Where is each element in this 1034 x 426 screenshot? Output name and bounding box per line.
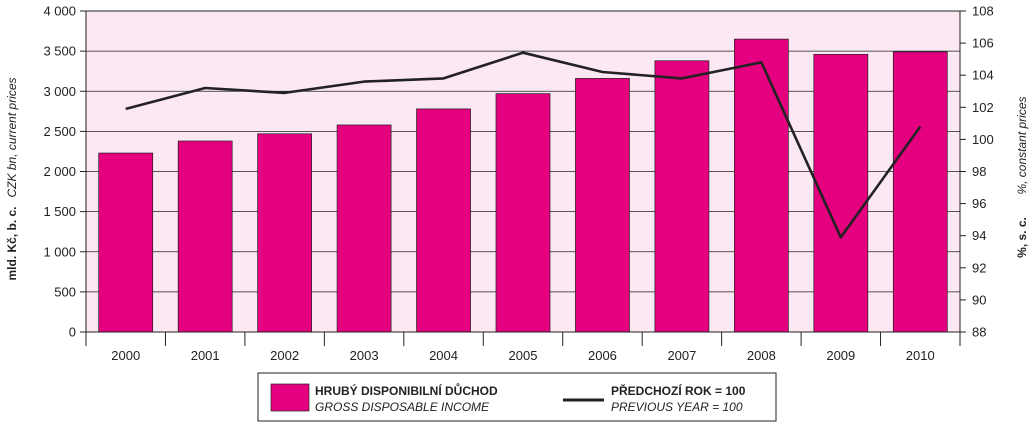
y-left-tick-label: 1 500 — [43, 204, 76, 219]
x-tick-label: 2003 — [350, 348, 379, 363]
x-tick-label: 2004 — [429, 348, 458, 363]
y-right-title-en: %, constant prices — [1015, 96, 1029, 194]
bars — [98, 38, 948, 333]
x-tick-label: 2005 — [509, 348, 538, 363]
bar — [257, 133, 313, 333]
y-right-tick-label: 104 — [972, 68, 994, 83]
x-tick-label: 2010 — [906, 348, 935, 363]
bar — [495, 93, 551, 333]
y-right-tick-label: 94 — [972, 228, 986, 243]
y-right-tick-label: 90 — [972, 292, 986, 307]
x-tick-label: 2000 — [111, 348, 140, 363]
bar — [98, 152, 154, 333]
bar — [892, 51, 948, 333]
x-tick-label: 2001 — [191, 348, 220, 363]
y-axis-right: 88 90 92 94 96 98 100 102 104 106 108 — [960, 4, 994, 340]
x-tick-label: 2002 — [270, 348, 299, 363]
y-left-tick-label: 500 — [54, 284, 76, 299]
bar — [416, 108, 471, 333]
y-left-tick-label: 4 000 — [43, 4, 76, 19]
y-right-tick-label: 106 — [972, 36, 994, 51]
y-right-tick-label: 92 — [972, 260, 986, 275]
y-right-title: %, s. c. — [1015, 217, 1029, 258]
y-left-tick-label: 3 000 — [43, 84, 76, 99]
legend-bar-label: HRUBÝ DISPONIBILNÍ DŮCHOD — [315, 382, 498, 398]
y-left-tick-label: 1 000 — [43, 244, 76, 259]
y-left-tick-label: 3 500 — [43, 44, 76, 59]
bar — [813, 53, 869, 333]
x-axis: 2000 2001 2002 2003 2004 2005 2006 2007 2008 2009… — [85, 331, 961, 363]
y-right-tick-label: 88 — [972, 325, 986, 340]
bar — [177, 140, 233, 333]
x-tick-label: 2008 — [747, 348, 776, 363]
y-left-tick-label: 0 — [69, 325, 76, 340]
y-right-tick-label: 96 — [972, 196, 986, 211]
legend-box — [257, 372, 777, 422]
bar — [654, 60, 710, 333]
legend-swatch-bar — [270, 383, 310, 412]
y-right-tick-label: 98 — [972, 164, 986, 179]
y-right-tick-label: 108 — [972, 4, 994, 19]
y-left-tick-label: 2 500 — [43, 124, 76, 139]
y-left-title: mld. Kč, b. c. — [5, 206, 19, 280]
x-tick-label: 2007 — [667, 348, 696, 363]
y-right-tick-label: 102 — [972, 100, 994, 115]
series-line-previous-year — [125, 51, 922, 239]
y-left-tick-label: 2 000 — [43, 164, 76, 179]
legend-line-label: PŘEDCHOZÍ ROK = 100 — [611, 383, 746, 398]
y-right-tick-label: 100 — [972, 132, 994, 147]
y-axis-left: 0 500 1 000 1 500 2 000 2 500 3 000 3 500 4 000 — [43, 4, 86, 340]
legend-bar-label-en: GROSS DISPOSABLE INCOME — [315, 400, 490, 414]
y-left-title-en: CZK bn, current prices — [5, 77, 19, 197]
legend-line-label-en: PREVIOUS YEAR = 100 — [611, 400, 743, 414]
x-tick-label: 2006 — [588, 348, 617, 363]
x-tick-label: 2009 — [826, 348, 855, 363]
bar — [336, 124, 392, 333]
legend: HRUBÝ DISPONIBILNÍ DŮCHOD GROSS DISPOSAB… — [257, 372, 777, 422]
bar — [733, 38, 789, 333]
bar — [575, 78, 630, 333]
